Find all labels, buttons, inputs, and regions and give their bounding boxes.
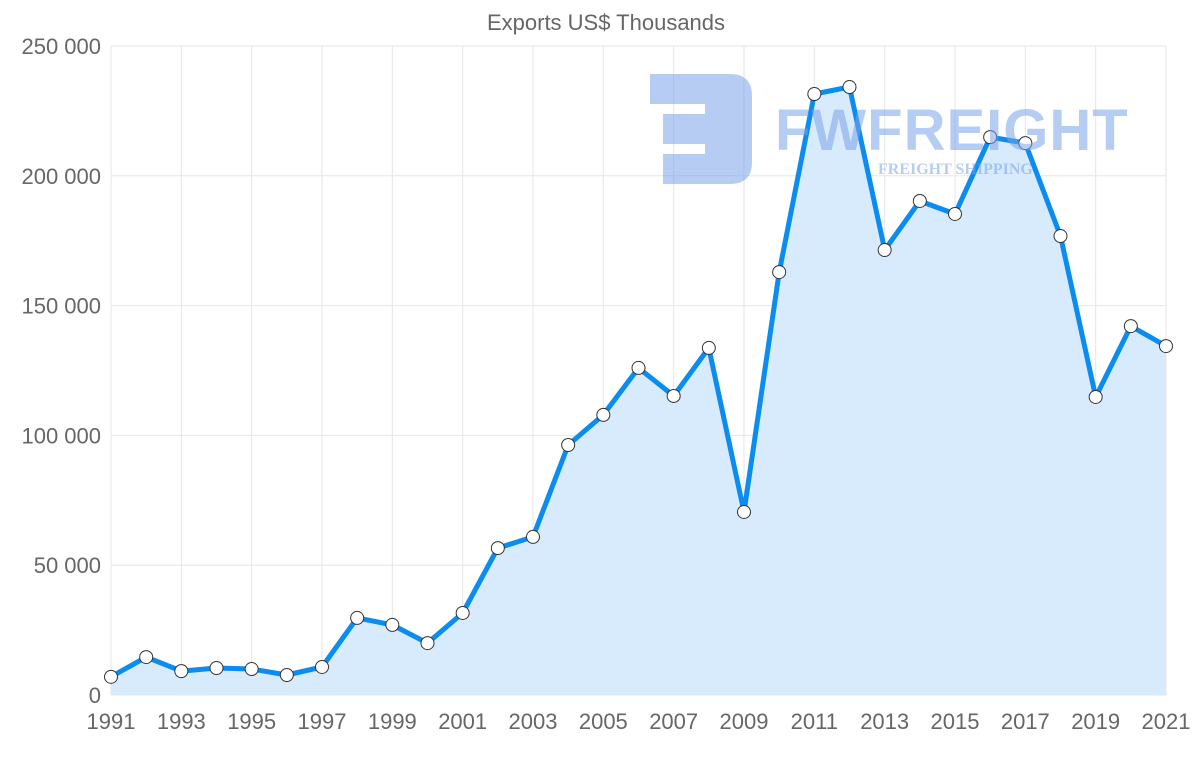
y-tick-label: 50 000 [34, 553, 101, 578]
data-point [842, 80, 857, 95]
y-axis: 0 50 000 100 000 150 000 200 000 250 000 [21, 34, 101, 708]
x-tick-label: 2003 [509, 709, 558, 734]
data-point [455, 605, 470, 620]
watermark-tagline: FREIGHT SHIPPING [878, 161, 1033, 178]
watermark-brand: FWFREIGHT [775, 98, 1129, 163]
data-point [244, 662, 259, 677]
data-point [631, 360, 646, 375]
data-point [561, 438, 576, 453]
x-tick-label: 2009 [720, 709, 769, 734]
chart-title: Exports US$ Thousands [487, 10, 725, 35]
y-tick-label: 250 000 [21, 34, 101, 59]
data-point [1053, 229, 1068, 244]
data-point [139, 650, 154, 665]
data-point [420, 636, 435, 651]
data-point [279, 668, 294, 683]
x-tick-label: 2015 [931, 709, 980, 734]
data-point [948, 206, 962, 221]
x-tick-label: 1999 [368, 709, 417, 734]
data-point [385, 617, 400, 632]
watermark-logo: FWFREIGHT FREIGHT SHIPPING [650, 74, 1129, 184]
data-point [807, 87, 822, 102]
data-point [1159, 339, 1173, 354]
x-axis: 1991 1993 1995 1997 1999 2001 2003 2005 2007 2009… [87, 709, 1191, 734]
x-tick-label: 2007 [649, 709, 698, 734]
x-tick-label: 2005 [579, 709, 628, 734]
data-point [1018, 136, 1033, 151]
area-fill [111, 87, 1166, 695]
data-point [737, 504, 751, 519]
x-tick-label: 1997 [298, 709, 347, 734]
y-tick-label: 0 [89, 683, 101, 708]
data-point [104, 669, 118, 684]
y-tick-label: 100 000 [21, 423, 101, 448]
y-tick-label: 150 000 [21, 294, 101, 319]
data-point [315, 659, 329, 674]
data-point [526, 529, 540, 544]
x-tick-label: 2021 [1142, 709, 1191, 734]
data-point [1088, 389, 1103, 404]
x-tick-label: 1995 [227, 709, 276, 734]
x-tick-label: 2011 [791, 709, 838, 734]
data-point [350, 610, 365, 625]
data-point [666, 388, 681, 403]
data-points [104, 80, 1173, 684]
data-point [209, 661, 224, 676]
y-tick-label: 200 000 [21, 164, 101, 189]
data-point [772, 265, 787, 280]
data-point [877, 243, 892, 258]
data-point [490, 541, 505, 556]
data-point [701, 340, 716, 355]
x-tick-label: 2017 [1001, 709, 1050, 734]
x-tick-label: 1991 [87, 709, 136, 734]
watermark-logo-icon [650, 74, 752, 184]
data-point [596, 407, 611, 422]
data-point [983, 130, 998, 145]
data-point [1123, 319, 1138, 334]
data-point [912, 193, 927, 208]
data-point [174, 664, 189, 679]
x-tick-label: 2001 [438, 709, 487, 734]
x-tick-label: 2019 [1071, 709, 1120, 734]
x-tick-label: 1993 [157, 709, 206, 734]
x-tick-label: 2013 [860, 709, 909, 734]
